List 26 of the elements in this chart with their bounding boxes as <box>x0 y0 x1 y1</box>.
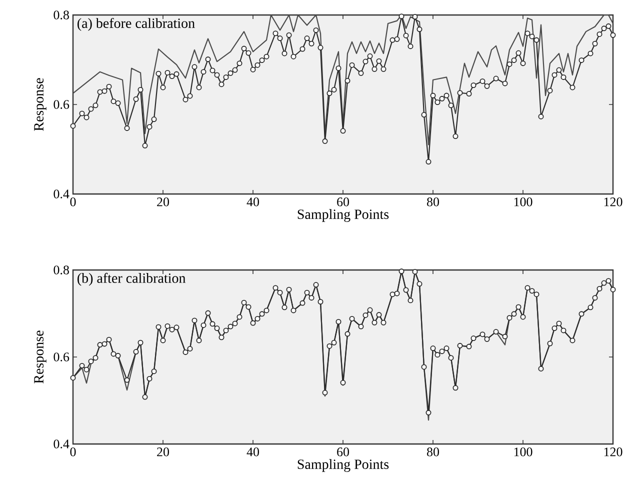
x-axis-title: Sampling Points <box>298 459 389 472</box>
y-axis-title: Response <box>34 330 46 384</box>
x-tick-label: 60 <box>337 198 350 206</box>
x-tick-label: 0 <box>70 448 76 456</box>
x-tick-label: 20 <box>157 448 170 456</box>
y-tick-label: 0.6 <box>54 100 70 109</box>
x-tick-label: 80 <box>427 198 440 206</box>
x-tick-label: 120 <box>604 198 622 206</box>
y-axis-title: Response <box>34 78 46 131</box>
y-tick-label: 0.4 <box>54 440 70 448</box>
annotation: (a) before calibration <box>78 18 195 31</box>
x-tick-label: 100 <box>514 448 532 456</box>
y-tick-label: 0.4 <box>54 190 70 198</box>
x-tick-label: 60 <box>337 448 350 456</box>
y-tick-label: 0.8 <box>54 266 69 274</box>
x-tick-label: 0 <box>70 198 76 206</box>
x-tick-label: 40 <box>246 198 260 206</box>
x-axis-title: Sampling Points <box>298 209 389 222</box>
x-tick-label: 120 <box>604 448 622 456</box>
y-tick-label: 0.8 <box>54 10 69 20</box>
x-tick-label: 40 <box>246 448 260 456</box>
x-tick-label: 20 <box>157 198 170 206</box>
annotation: (b) after calibration <box>78 272 186 286</box>
x-tick-label: 100 <box>514 198 532 206</box>
x-tick-label: 80 <box>427 448 440 456</box>
y-tick-label: 0.6 <box>54 352 70 362</box>
